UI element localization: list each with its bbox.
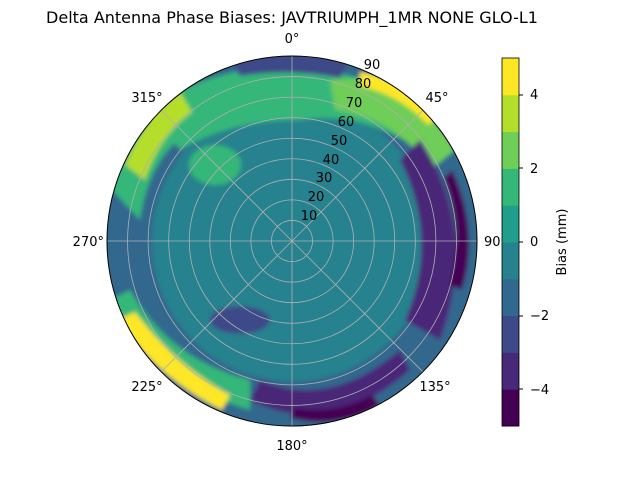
colorbar-swatch: [502, 58, 519, 96]
radial-label-10: 10: [301, 209, 318, 224]
azimuth-label-225: 225°: [131, 380, 162, 395]
azimuth-label-45: 45°: [425, 91, 448, 106]
region-west-high-band: [112, 95, 200, 220]
radial-label-50: 50: [331, 134, 348, 149]
colorbar-swatch: [502, 352, 519, 390]
colorbar-swatch: [502, 242, 519, 280]
colorbar-swatch: [502, 278, 519, 317]
colorbar-tick-label-4: 4: [530, 88, 538, 103]
colorbar-swatch: [502, 94, 519, 133]
radial-label-20: 20: [308, 190, 325, 205]
radial-label-40: 40: [323, 153, 340, 168]
grid-spoke: [291, 240, 424, 373]
radial-label-80: 80: [355, 77, 372, 92]
radial-label-90: 90: [364, 58, 381, 73]
azimuth-label-270: 270°: [73, 235, 104, 250]
colorbar-tick-label-minus2: −2: [530, 309, 549, 324]
grid-spoke: [291, 109, 424, 242]
azimuth-label-315: 315°: [131, 91, 162, 106]
grid-spoke: [160, 240, 293, 373]
radial-label-70: 70: [346, 96, 363, 111]
colorbar-label: Bias (mm): [555, 209, 570, 276]
colorbar-swatch: [502, 168, 519, 206]
chart-title: Delta Antenna Phase Biases: JAVTRIUMPH_1…: [46, 8, 538, 28]
region-inner-low-patch: [210, 306, 270, 334]
polar-grid: [106, 55, 478, 427]
plot-frame: [106, 55, 478, 427]
radial-label-30: 30: [316, 171, 333, 186]
azimuth-label-0: 0°: [285, 32, 300, 47]
colorbar-swatch: [502, 315, 519, 353]
region-east-minimum: [444, 170, 470, 290]
region-south-low-lobe: [250, 350, 410, 415]
region-inner-high-patch: [189, 145, 241, 185]
azimuth-label-135: 135°: [419, 380, 450, 395]
colorbar: [502, 58, 519, 427]
colorbar-tick-label-0: 0: [530, 235, 538, 250]
colorbar-swatch: [502, 131, 519, 169]
azimuth-label-180: 180°: [276, 439, 307, 454]
colorbar-tick-label-minus4: −4: [530, 383, 549, 398]
region-southwest-peak: [118, 312, 230, 410]
region-southwest-high-lobe: [110, 290, 250, 410]
grid-spoke: [160, 109, 293, 242]
colorbar-swatch: [502, 205, 519, 243]
radial-label-60: 60: [338, 115, 355, 130]
region-northeast-peak: [360, 72, 440, 125]
colorbar-swatch: [502, 389, 519, 427]
azimuth-label-90: 90°: [484, 235, 507, 250]
region-northwest-peak: [125, 92, 192, 180]
colorbar-tick-label-2: 2: [530, 162, 538, 177]
region-east-low-band: [400, 140, 456, 340]
